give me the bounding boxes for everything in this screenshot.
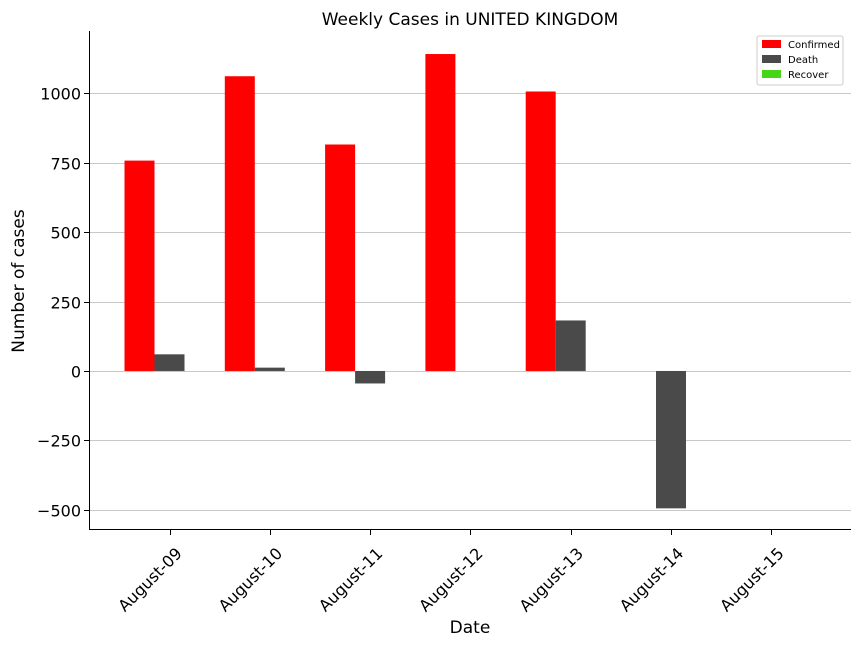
legend-swatch-death xyxy=(762,55,781,63)
y-tick-label: 500 xyxy=(50,224,81,243)
bar-confirmed-august-12 xyxy=(425,54,456,371)
bar-death-august-11 xyxy=(355,370,386,384)
y-tick-label: 1000 xyxy=(40,85,81,104)
x-tick-label: August-15 xyxy=(716,544,788,616)
bar-confirmed-august-09 xyxy=(124,160,155,371)
x-tick-label: August-12 xyxy=(415,544,487,616)
x-ticks: August-09 August-10 August-11 August-12 Augu… xyxy=(114,530,788,616)
y-tick-label: 0 xyxy=(71,363,81,382)
legend-label-confirmed: Confirmed xyxy=(788,40,840,51)
x-tick-label: August-11 xyxy=(315,544,387,616)
y-tick-label: −250 xyxy=(37,432,81,451)
grid-lines xyxy=(89,93,851,511)
y-tick-label: −500 xyxy=(37,502,81,521)
legend: Confirmed Death Recover xyxy=(756,35,844,86)
legend-label-recover: Recover xyxy=(788,70,829,81)
bar-death-august-10 xyxy=(254,367,285,371)
x-axis-label: Date xyxy=(450,618,491,638)
bar-confirmed-august-11 xyxy=(325,144,356,371)
bar-confirmed-august-13 xyxy=(525,91,556,371)
bar-death-august-09 xyxy=(154,354,185,371)
x-tick-label: August-10 xyxy=(215,544,287,616)
bar-death-august-14 xyxy=(656,370,686,509)
bar-confirmed-august-10 xyxy=(224,76,255,371)
legend-label-death: Death xyxy=(788,55,818,66)
axes xyxy=(89,31,851,530)
bars xyxy=(124,54,686,509)
x-tick-label: August-14 xyxy=(616,544,688,616)
legend-swatch-confirmed xyxy=(762,40,781,48)
bar-death-august-13 xyxy=(555,320,586,371)
legend-swatch-recover xyxy=(762,70,781,78)
x-tick-label: August-09 xyxy=(114,544,186,616)
y-tick-label: 250 xyxy=(50,294,81,313)
legend-items: Confirmed Death Recover xyxy=(762,40,840,81)
x-tick-label: August-13 xyxy=(516,544,588,616)
y-tick-label: 750 xyxy=(50,155,81,174)
y-axis-label: Number of cases xyxy=(9,209,29,353)
chart-title: Weekly Cases in UNITED KINGDOM xyxy=(322,10,619,30)
y-ticks: −500 −250 0 250 500 750 1000 xyxy=(37,85,89,521)
